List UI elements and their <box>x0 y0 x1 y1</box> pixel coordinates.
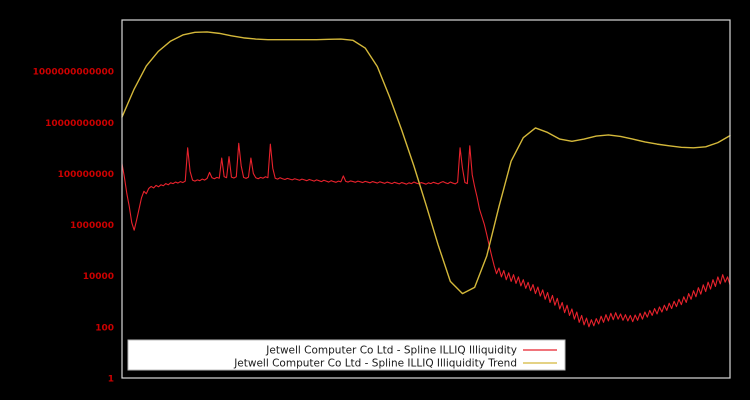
series-line-illiquidity <box>121 142 731 328</box>
plot-frame <box>121 19 731 379</box>
y-tick-label: 1 <box>108 375 114 385</box>
y-tick-label: 100000000 <box>58 170 114 180</box>
y-tick-label: 100 <box>95 323 114 333</box>
y-tick-label: 10000 <box>83 272 114 282</box>
y-tick-label: 10000000000 <box>45 119 114 129</box>
legend-label: Jetwell Computer Co Ltd - Spline ILLIQ I… <box>265 345 517 357</box>
y-tick-label: 1000000000000 <box>33 68 114 78</box>
y-tick-label: 1000000 <box>70 221 114 231</box>
plot-area-background <box>122 20 730 378</box>
data-series-group <box>121 31 731 328</box>
legend-label: Jetwell Computer Co Ltd - Spline ILLIQ I… <box>233 358 517 370</box>
series-line-illiquidity-trend <box>121 31 731 295</box>
chart-legend[interactable]: Jetwell Computer Co Ltd - Spline ILLIQ I… <box>127 339 566 371</box>
legend-background <box>127 339 566 371</box>
y-axis-tick-labels: 1000000000000 10000000000 100000000 1000000… <box>33 68 114 385</box>
